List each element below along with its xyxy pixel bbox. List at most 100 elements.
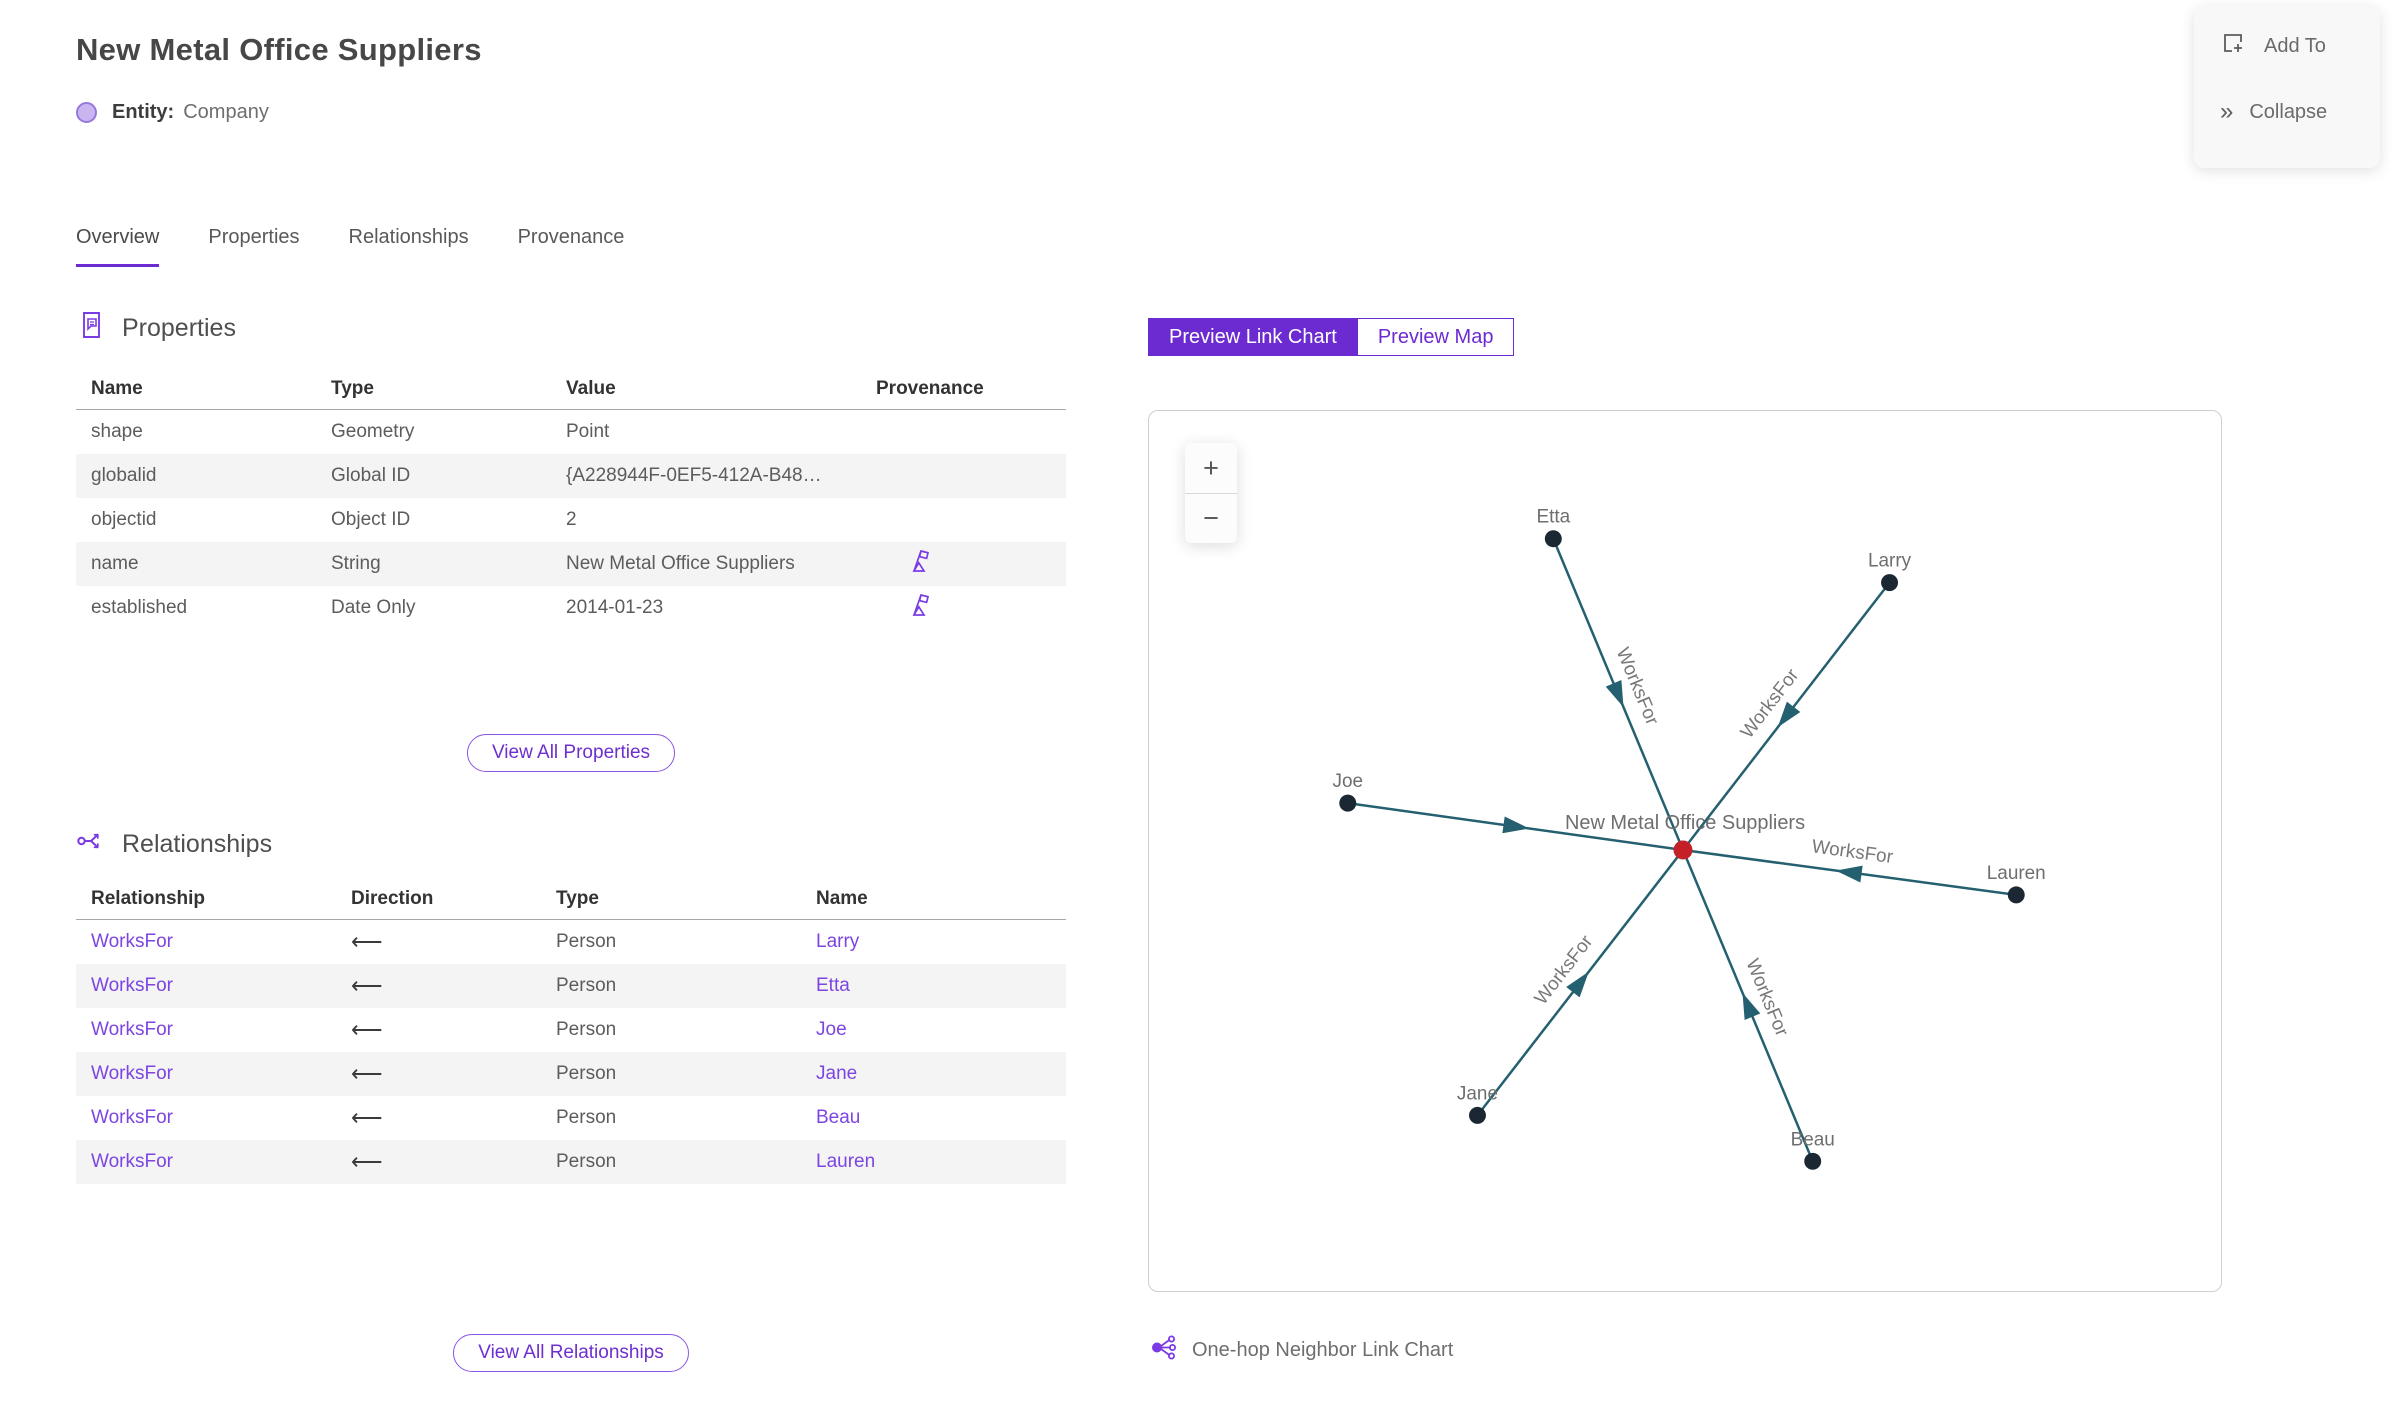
entity-type-value: Company (183, 101, 269, 123)
column-header: Type (331, 377, 374, 399)
view-all-relationships-button[interactable]: View All Relationships (453, 1334, 689, 1372)
edge-arrow-icon (1742, 992, 1761, 1020)
column-header: Direction (351, 887, 434, 909)
provenance-flag-icon[interactable] (906, 593, 932, 624)
zoom-in-button[interactable]: + (1203, 452, 1219, 483)
add-to-icon (2220, 30, 2246, 62)
direction-arrow: ⟵ (351, 929, 383, 954)
properties-table: Name Type Value Provenance shape Geometry Poin… (76, 368, 1066, 630)
properties-icon (76, 310, 106, 347)
tab-relationships[interactable]: Relationships (348, 226, 469, 248)
provenance-flag-icon[interactable] (906, 549, 932, 580)
entity-label: Entity: (112, 101, 175, 123)
property-value: 2 (566, 509, 577, 530)
graph-node-Lauren[interactable] (2007, 886, 2025, 904)
edge-arrow-icon (1502, 816, 1530, 834)
edge-arrow-icon (1777, 701, 1801, 728)
double-chevron-right-icon: » (2220, 98, 2233, 125)
property-value: Point (566, 421, 610, 442)
property-type: Geometry (331, 421, 415, 442)
graph-node-center[interactable] (1673, 840, 1693, 860)
page-title: New Metal Office Suppliers (76, 32, 482, 67)
property-type: Date Only (331, 597, 416, 618)
entity-name-link[interactable]: Lauren (816, 1151, 876, 1172)
entity-row: Entity: Company (76, 101, 269, 124)
relationship-type: Person (556, 931, 617, 952)
node-label: Etta (1536, 507, 1570, 528)
node-label: Lauren (1987, 863, 2046, 884)
add-to-button[interactable]: Add To (2220, 30, 2380, 62)
relationship-type: Person (556, 975, 617, 996)
graph-node-Larry[interactable] (1881, 574, 1899, 592)
table-row: WorksFor ⟵ Person Larry (76, 920, 1066, 964)
tab-provenance[interactable]: Provenance (517, 226, 625, 248)
collapse-button[interactable]: » Collapse (2220, 98, 2380, 126)
direction-arrow: ⟵ (351, 1105, 383, 1130)
relationship-link[interactable]: WorksFor (91, 1151, 173, 1172)
relationships-section-header: Relationships (76, 826, 272, 863)
table-row: WorksFor ⟵ Person Joe (76, 1008, 1066, 1052)
zoom-out-button[interactable]: − (1185, 493, 1237, 543)
node-label: Joe (1332, 771, 1363, 792)
property-name: established (91, 597, 188, 618)
relationship-type: Person (556, 1019, 617, 1040)
entity-name-link[interactable]: Larry (816, 931, 860, 952)
graph-node-Beau[interactable] (1804, 1152, 1822, 1170)
entity-name-link[interactable]: Etta (816, 975, 850, 996)
tab-overview[interactable]: Overview (76, 226, 160, 267)
table-row: WorksFor ⟵ Person Etta (76, 964, 1066, 1008)
relationship-link[interactable]: WorksFor (91, 931, 173, 952)
tab-bar: Overview Properties Relationships Provenanc… (76, 226, 624, 267)
collapse-label: Collapse (2249, 100, 2328, 123)
column-header: Name (816, 887, 868, 909)
edge-arrow-icon (1605, 680, 1624, 708)
property-type: Object ID (331, 509, 411, 530)
entity-name-link[interactable]: Beau (816, 1107, 861, 1128)
column-header: Relationship (91, 887, 206, 909)
table-row: WorksFor ⟵ Person Jane (76, 1052, 1066, 1096)
preview-toggle: Preview Link Chart Preview Map (1148, 318, 1515, 356)
zoom-control: + − (1185, 443, 1237, 543)
relationship-link[interactable]: WorksFor (91, 1107, 173, 1128)
tab-properties[interactable]: Properties (208, 226, 300, 248)
link-chart-panel: + − WorksFor WorksFor WorksFor WorksFor Work… (1148, 410, 2222, 1292)
column-header: Name (91, 377, 143, 399)
properties-section-header: Properties (76, 310, 236, 347)
direction-arrow: ⟵ (351, 1061, 383, 1086)
toggle-preview-link-chart[interactable]: Preview Link Chart (1149, 319, 1357, 355)
edge-label: WorksFor (1737, 665, 1804, 743)
column-header: Type (556, 887, 599, 909)
graph-node-Joe[interactable] (1339, 794, 1357, 812)
property-type: String (331, 553, 381, 574)
relationship-type: Person (556, 1107, 617, 1128)
table-row: objectid Object ID 2 (76, 498, 1066, 542)
direction-arrow: ⟵ (351, 1149, 383, 1174)
relationships-icon (76, 826, 106, 863)
property-name: shape (91, 421, 143, 442)
center-node-label: New Metal Office Suppliers (1565, 812, 1805, 834)
node-label: Larry (1868, 551, 1912, 572)
property-value: 2014-01-23 (566, 597, 664, 618)
toggle-preview-map[interactable]: Preview Map (1356, 319, 1514, 355)
entity-name-link[interactable]: Jane (816, 1063, 858, 1084)
relationship-link[interactable]: WorksFor (91, 1019, 173, 1040)
column-header: Value (566, 377, 616, 399)
view-all-properties-button[interactable]: View All Properties (466, 734, 676, 772)
entity-name-link[interactable]: Joe (816, 1019, 847, 1040)
table-row: name String New Metal Office Suppliers (76, 542, 1066, 586)
table-row: WorksFor ⟵ Person Beau (76, 1096, 1066, 1140)
relationships-section-title: Relationships (122, 830, 273, 858)
entity-type-icon (76, 102, 97, 123)
property-value: New Metal Office Suppliers (566, 553, 795, 574)
property-name: name (91, 553, 139, 574)
node-label: Jane (1457, 1083, 1498, 1104)
relationship-link[interactable]: WorksFor (91, 1063, 173, 1084)
graph-node-Jane[interactable] (1468, 1106, 1486, 1124)
column-header: Provenance (876, 377, 984, 399)
table-row: shape Geometry Point (76, 410, 1066, 454)
graph-node-Etta[interactable] (1544, 530, 1562, 548)
relationship-link[interactable]: WorksFor (91, 975, 173, 996)
edge-label: WorksFor (1810, 836, 1894, 868)
edge-arrow-icon (1835, 865, 1863, 883)
